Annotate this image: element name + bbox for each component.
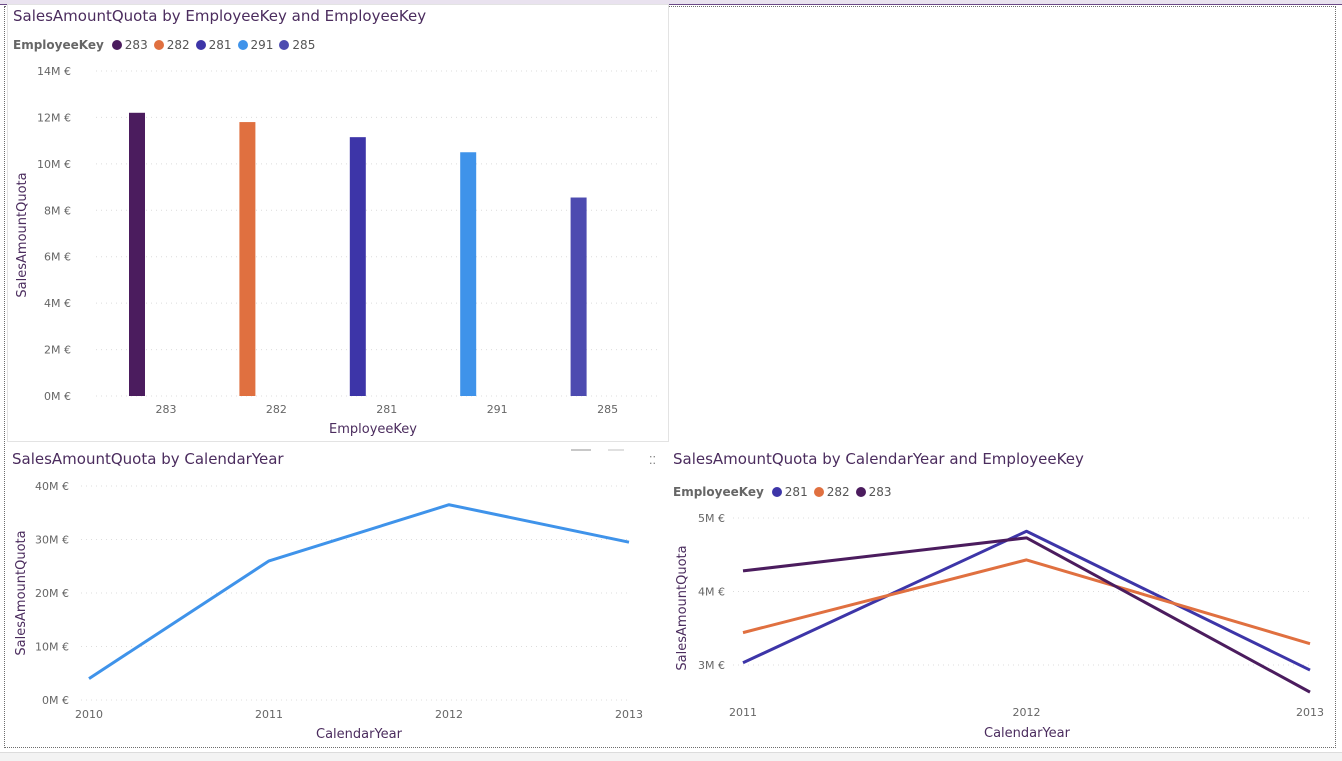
y-tick-label: 3M € xyxy=(698,659,725,672)
bottom-strip xyxy=(0,752,1342,761)
y-tick-label: 0M € xyxy=(42,694,69,707)
y-tick-label: 10M € xyxy=(35,641,69,654)
bar-chart-plot: 0M € 2M € 4M € 6M € 8M € 10M € 12M € 14M € 283 28… xyxy=(15,65,658,437)
legend-dot-icon xyxy=(813,487,824,497)
y-tick-label: 40M € xyxy=(35,480,69,493)
legend-title: EmployeeKey xyxy=(13,38,104,52)
visual-resize-handle[interactable] xyxy=(571,449,591,451)
y-tick-label: 0M € xyxy=(44,390,71,403)
y-tick-label: 14M € xyxy=(37,65,71,78)
y-tick-label: 4M € xyxy=(44,297,71,310)
legend-label: 291 xyxy=(250,38,274,52)
bar-282 xyxy=(239,122,256,397)
x-axis-label: EmployeeKey xyxy=(329,422,417,437)
x-tick-label: 2013 xyxy=(615,708,643,721)
legend-dot-icon xyxy=(771,487,782,497)
y-tick-label: 30M € xyxy=(35,534,69,547)
legend-label: 281 xyxy=(784,485,808,499)
legend-dot-icon xyxy=(237,40,248,50)
x-axis-label: CalendarYear xyxy=(984,726,1071,741)
top-border xyxy=(0,0,1342,5)
legend-dot-icon xyxy=(195,40,206,50)
canvas-border xyxy=(4,6,1336,748)
series-line-283 xyxy=(742,536,1311,694)
series-line xyxy=(88,503,630,680)
x-tick-label: 2011 xyxy=(255,708,283,721)
y-tick-label: 2M € xyxy=(44,344,71,357)
visual-resize-handle[interactable] xyxy=(608,449,624,451)
x-tick-label: 285 xyxy=(597,403,618,416)
legend-item-283[interactable]: 283 xyxy=(111,38,148,52)
y-tick-label: 5M € xyxy=(698,512,725,525)
line-chart-visual[interactable]: SalesAmountQuota by CalendarYear 0M € 10M… xyxy=(7,448,657,746)
bar-281 xyxy=(349,137,366,397)
legend-item-285[interactable]: 285 xyxy=(279,38,315,52)
x-tick-label: 282 xyxy=(266,403,287,416)
bar-283 xyxy=(129,112,145,397)
legend-dot-icon xyxy=(279,40,290,50)
x-tick-label: 281 xyxy=(376,403,397,416)
x-axis-label: CalendarYear xyxy=(316,727,403,742)
legend-item-283[interactable]: 283 xyxy=(855,485,892,499)
legend-item-282[interactable]: 282 xyxy=(813,485,850,499)
y-tick-label: 8M € xyxy=(44,204,71,217)
y-tick-label: 12M € xyxy=(37,111,71,124)
bar-291 xyxy=(460,152,477,396)
y-tick-label: 6M € xyxy=(44,251,71,264)
legend-label: 282 xyxy=(166,38,190,52)
multi-line-chart-plot: 3M € 4M € 5M € 2011 2012 2013 CalendarYear Sale… xyxy=(675,512,1324,741)
legend-item-281[interactable]: 281 xyxy=(195,38,232,52)
y-tick-label: 4M € xyxy=(698,585,725,598)
x-tick-label: 2010 xyxy=(75,708,103,721)
bar-285 xyxy=(570,197,587,396)
legend-label: 283 xyxy=(124,38,148,52)
y-axis-label: SalesAmountQuota xyxy=(675,545,690,670)
y-tick-label: 10M € xyxy=(37,158,71,171)
chart-title: SalesAmountQuota by EmployeeKey and Empl… xyxy=(13,7,427,25)
legend-item-281[interactable]: 281 xyxy=(771,485,808,499)
series-line-281 xyxy=(742,529,1311,672)
legend-label: 283 xyxy=(868,485,892,499)
legend-dot-icon xyxy=(153,40,164,50)
more-options-icon[interactable]: ⁚⁚ xyxy=(649,454,656,467)
y-axis-label: SalesAmountQuota xyxy=(15,172,30,297)
legend-label: 282 xyxy=(826,485,850,499)
x-tick-label: 2012 xyxy=(1013,706,1041,719)
legend-dot-icon xyxy=(855,487,866,497)
chart-title: SalesAmountQuota by CalendarYear and Emp… xyxy=(673,450,1084,468)
series-line-282 xyxy=(742,558,1311,646)
chart-legend[interactable]: EmployeeKey 283 282 281 291 285 xyxy=(13,38,321,52)
multi-line-chart-visual[interactable]: SalesAmountQuota by CalendarYear and Emp… xyxy=(668,448,1333,746)
legend-item-282[interactable]: 282 xyxy=(153,38,190,52)
line-chart-plot: 0M € 10M € 20M € 30M € 40M € 2010 2011 2012 2013… xyxy=(14,480,643,742)
x-tick-label: 2012 xyxy=(435,708,463,721)
chart-legend[interactable]: EmployeeKey 281 282 283 xyxy=(673,485,898,499)
bar-chart-visual[interactable]: SalesAmountQuota by EmployeeKey and Empl… xyxy=(7,4,669,442)
legend-title: EmployeeKey xyxy=(673,485,764,499)
legend-dot-icon xyxy=(111,40,122,50)
x-tick-label: 283 xyxy=(156,403,177,416)
legend-item-291[interactable]: 291 xyxy=(237,38,274,52)
x-tick-label: 2011 xyxy=(729,706,757,719)
x-tick-label: 291 xyxy=(487,403,508,416)
x-tick-label: 2013 xyxy=(1296,706,1324,719)
chart-title: SalesAmountQuota by CalendarYear xyxy=(12,450,284,468)
legend-label: 281 xyxy=(208,38,232,52)
y-axis-label: SalesAmountQuota xyxy=(14,530,29,655)
y-tick-label: 20M € xyxy=(35,587,69,600)
legend-label: 285 xyxy=(292,38,316,52)
